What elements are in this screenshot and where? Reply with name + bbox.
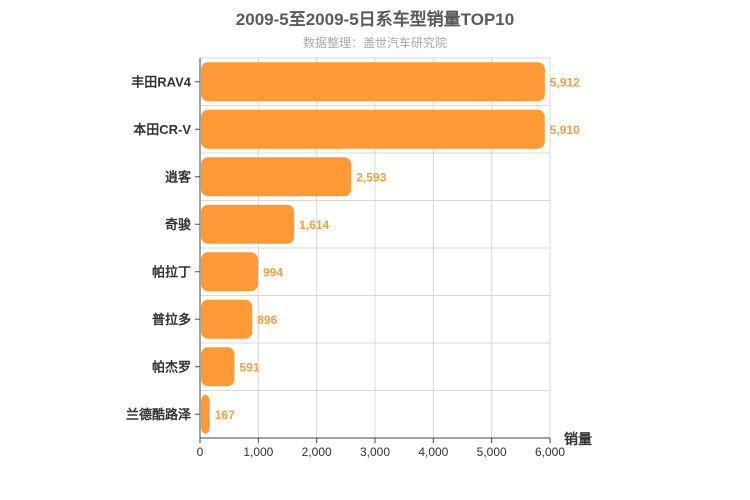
category-label: 逍客 bbox=[165, 169, 192, 184]
bar bbox=[201, 299, 253, 339]
chart-subtitle: 数据整理：盖世汽车研究院 bbox=[302, 36, 447, 50]
x-tick-label: 0 bbox=[197, 445, 204, 459]
x-tick-label: 2,000 bbox=[302, 445, 332, 459]
category-label: 帕杰罗 bbox=[152, 359, 191, 374]
data-label: 591 bbox=[239, 360, 259, 374]
data-label: 896 bbox=[257, 313, 277, 327]
bar bbox=[201, 157, 352, 197]
bar bbox=[201, 109, 545, 149]
data-label: 5,912 bbox=[550, 75, 580, 89]
category-label: 本田CR-V bbox=[133, 122, 191, 137]
category-label: 丰田RAV4 bbox=[131, 74, 191, 89]
data-label: 2,593 bbox=[356, 170, 386, 184]
x-tick-label: 1,000 bbox=[243, 445, 273, 459]
chart-title: 2009-5至2009-5日系车型销量TOP10 bbox=[235, 10, 515, 29]
data-label: 5,910 bbox=[550, 123, 580, 137]
x-tick-label: 6,000 bbox=[535, 445, 565, 459]
x-tick-label: 5,000 bbox=[477, 445, 507, 459]
bar bbox=[201, 347, 235, 387]
category-label: 帕拉丁 bbox=[152, 264, 191, 279]
bar bbox=[201, 394, 210, 434]
category-label: 普拉多 bbox=[152, 312, 191, 327]
bar bbox=[201, 204, 295, 244]
category-label: 奇骏 bbox=[165, 217, 192, 232]
bar bbox=[201, 62, 545, 102]
data-label: 167 bbox=[215, 408, 235, 422]
category-label: 兰德酷路泽 bbox=[126, 407, 192, 422]
data-label: 1,614 bbox=[299, 218, 329, 232]
data-label: 994 bbox=[263, 265, 283, 279]
bar bbox=[201, 252, 258, 292]
x-tick-label: 4,000 bbox=[418, 445, 448, 459]
x-axis-title: 销量 bbox=[564, 431, 592, 447]
x-tick-label: 3,000 bbox=[360, 445, 390, 459]
